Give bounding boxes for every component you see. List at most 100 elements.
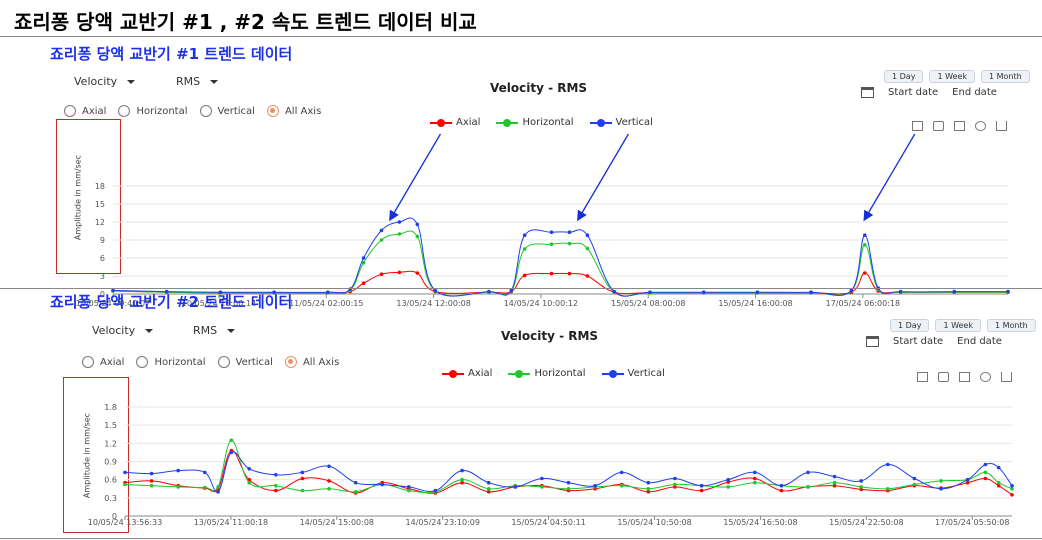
radio-selected-icon xyxy=(266,105,279,117)
radio-horizontal[interactable]: Horizontal xyxy=(118,105,188,117)
metric-dropdown[interactable]: RMS xyxy=(193,324,236,337)
chart-plot: 0 3 6 9 12 15 18 10/05/24 09:40:07 10/05/24 18:0… xyxy=(76,133,1010,308)
radio-horizontal[interactable]: Horizontal xyxy=(136,356,206,368)
data-point-horizontal xyxy=(753,480,757,485)
data-point-vertical xyxy=(218,290,223,294)
data-point-axial xyxy=(149,479,154,483)
data-point-vertical xyxy=(646,480,651,485)
range-1-day-button[interactable]: 1 Day xyxy=(890,319,930,332)
data-point-horizontal xyxy=(566,487,571,491)
data-point-horizontal xyxy=(619,483,624,488)
data-point-vertical xyxy=(898,289,903,294)
data-point-axial xyxy=(274,488,278,493)
save-image-icon[interactable] xyxy=(996,121,1007,131)
data-point-vertical xyxy=(996,465,1001,470)
legend-item-axial[interactable]: Axial xyxy=(430,117,480,128)
data-point-vertical xyxy=(809,290,813,294)
data-point-vertical xyxy=(326,290,330,294)
zoom-icon[interactable] xyxy=(912,121,923,131)
legend-item-vertical[interactable]: Vertical xyxy=(601,368,665,379)
data-point-vertical xyxy=(952,289,957,294)
data-point-vertical xyxy=(327,464,331,469)
end-date-field[interactable]: End date xyxy=(957,336,1002,347)
y-tick-label: 6 xyxy=(100,254,105,263)
measure-dropdown[interactable]: Velocity xyxy=(92,324,154,337)
range-1-month-button[interactable]: 1 Month xyxy=(987,319,1036,332)
legend-item-axial[interactable]: Axial xyxy=(442,368,492,379)
data-point-vertical xyxy=(487,289,491,294)
data-point-horizontal xyxy=(983,470,988,475)
zoom-reset-icon[interactable] xyxy=(933,121,944,131)
radio-axial[interactable]: Axial xyxy=(64,105,106,117)
data-point-horizontal xyxy=(912,482,917,487)
data-point-vertical xyxy=(274,473,278,477)
chart-toolbox xyxy=(907,372,1012,382)
data-point-horizontal xyxy=(726,485,730,489)
series-line-horizontal xyxy=(112,230,1008,297)
data-point-vertical xyxy=(229,450,234,455)
data-point-vertical xyxy=(567,230,572,234)
range-1-day-button[interactable]: 1 Day xyxy=(884,70,924,83)
range-1-month-button[interactable]: 1 Month xyxy=(981,70,1030,83)
radio-all-axis[interactable]: All Axis xyxy=(284,356,339,368)
data-point-vertical xyxy=(566,480,571,485)
y-tick-label: 12 xyxy=(95,218,105,227)
data-point-vertical xyxy=(176,468,180,473)
calendar-icon[interactable] xyxy=(861,87,874,98)
y-tick-label: 0.3 xyxy=(104,494,117,503)
start-date-field[interactable]: Start date xyxy=(893,336,944,347)
zoom-reset-icon[interactable] xyxy=(938,372,949,382)
range-buttons: 1 Day 1 Week 1 Month xyxy=(884,319,1036,332)
data-point-vertical xyxy=(407,485,411,489)
data-point-vertical xyxy=(415,222,420,227)
x-tick-label: 10/05/24 13:56:33 xyxy=(88,518,162,527)
range-1-week-button[interactable]: 1 Week xyxy=(929,70,975,83)
x-tick-label: 13/05/24 12:00:08 xyxy=(396,299,470,308)
data-point-axial xyxy=(415,271,420,275)
radio-axial[interactable]: Axial xyxy=(82,356,124,368)
data-point-vertical xyxy=(540,476,544,481)
radio-vertical[interactable]: Vertical xyxy=(217,356,273,368)
data-point-horizontal xyxy=(540,485,544,489)
x-tick-label: 15/05/24 04:50:11 xyxy=(511,518,585,527)
chevron-down-icon xyxy=(210,80,219,84)
y-tick-label: 1.8 xyxy=(104,403,117,412)
legend-item-horizontal[interactable]: Horizontal xyxy=(508,368,586,379)
data-view-icon[interactable] xyxy=(959,372,970,382)
data-point-horizontal xyxy=(274,483,278,488)
y-tick-label: 1.2 xyxy=(104,439,117,448)
data-point-vertical xyxy=(585,233,590,237)
data-point-axial xyxy=(646,490,651,494)
annotation-arrow xyxy=(577,133,629,222)
start-date-field[interactable]: Start date xyxy=(888,87,939,98)
panel-mixer-1: 죠리퐁 당액 교반기 #1 트렌드 데이터 Velocity RMS Veloc… xyxy=(0,37,1042,308)
data-point-horizontal xyxy=(863,243,867,247)
chart-legend: Axial Horizontal Vertical xyxy=(430,117,669,128)
measure-dropdown[interactable]: Velocity xyxy=(74,75,136,88)
data-view-icon[interactable] xyxy=(954,121,965,131)
legend-item-vertical[interactable]: Vertical xyxy=(589,117,653,128)
y-tick-label: 3 xyxy=(100,272,105,281)
range-1-week-button[interactable]: 1 Week xyxy=(935,319,981,332)
data-point-vertical xyxy=(612,289,616,294)
calendar-icon[interactable] xyxy=(866,336,879,347)
data-point-axial xyxy=(832,483,837,488)
data-point-axial xyxy=(486,490,491,494)
y-tick-label: 0.6 xyxy=(104,476,117,485)
annotation-arrow xyxy=(389,133,442,222)
radio-all-axis[interactable]: All Axis xyxy=(266,105,321,117)
zoom-icon[interactable] xyxy=(917,372,928,382)
restore-icon[interactable] xyxy=(980,372,991,382)
x-tick-label: 17/05/24 05:50:08 xyxy=(935,518,1009,527)
restore-icon[interactable] xyxy=(975,121,986,131)
metric-dropdown[interactable]: RMS xyxy=(176,75,219,88)
save-image-icon[interactable] xyxy=(1001,372,1012,382)
data-point-axial xyxy=(327,479,331,483)
radio-vertical[interactable]: Vertical xyxy=(199,105,255,117)
data-point-vertical xyxy=(806,470,810,475)
data-point-axial xyxy=(859,487,863,492)
end-date-field[interactable]: End date xyxy=(952,87,997,98)
chevron-down-icon xyxy=(145,329,154,333)
data-point-axial xyxy=(1010,493,1014,497)
legend-item-horizontal[interactable]: Horizontal xyxy=(496,117,574,128)
